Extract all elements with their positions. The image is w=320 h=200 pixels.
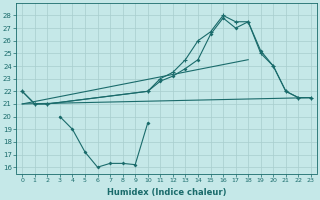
X-axis label: Humidex (Indice chaleur): Humidex (Indice chaleur) xyxy=(107,188,226,197)
